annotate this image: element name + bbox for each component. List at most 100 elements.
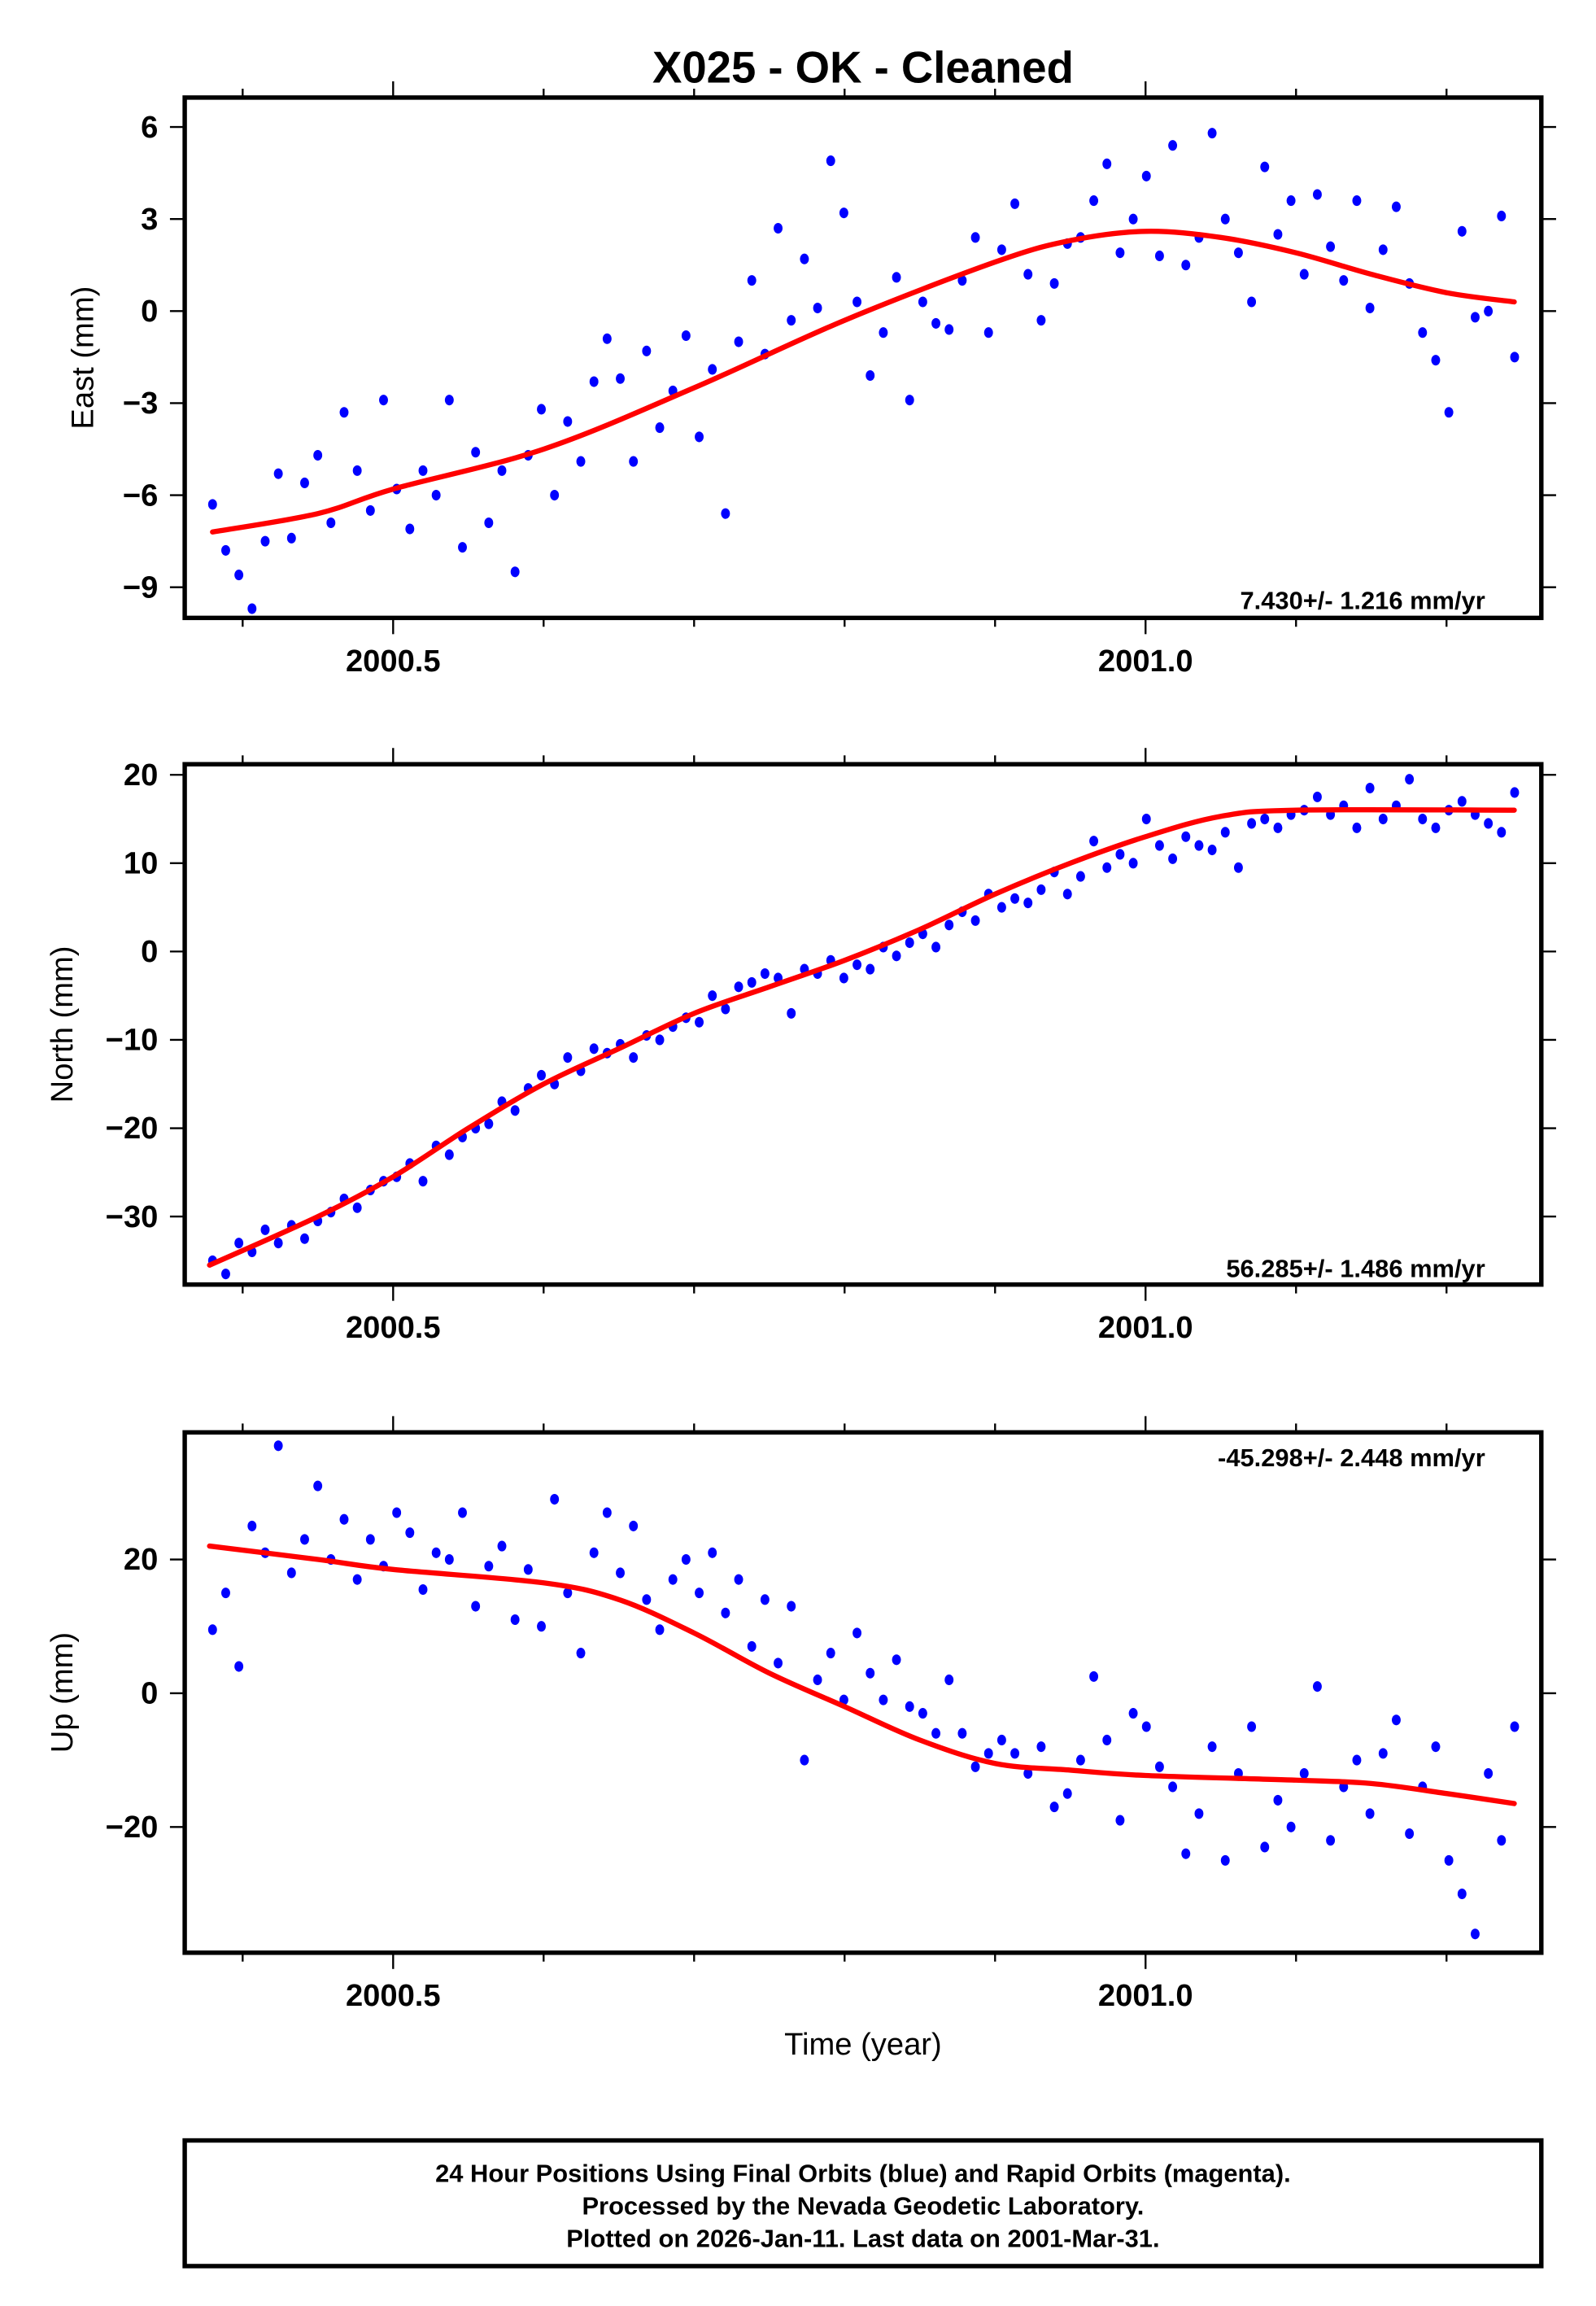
data-point: [944, 1674, 954, 1686]
data-point: [1326, 241, 1336, 252]
data-point: [1260, 813, 1270, 825]
x-tick-label: 2001.0: [1098, 1978, 1193, 2013]
data-point: [1497, 827, 1507, 838]
data-point: [1392, 201, 1401, 212]
data-point: [234, 1238, 244, 1249]
trend-line: [210, 229, 1517, 535]
data-point: [1312, 791, 1322, 802]
data-point: [892, 1654, 901, 1666]
data-point: [1194, 1808, 1204, 1819]
data-point: [510, 1614, 520, 1626]
data-point: [1233, 247, 1243, 259]
data-point: [866, 963, 875, 975]
data-point: [760, 967, 770, 980]
data-point: [905, 1701, 914, 1712]
rate-label-up: -45.298+/- 2.448 mm/yr: [1218, 1443, 1485, 1472]
data-point: [813, 303, 822, 314]
plot-frame: [182, 1430, 1544, 1955]
data-point: [260, 535, 270, 547]
data-point: [708, 1547, 717, 1558]
data-point: [774, 222, 783, 234]
data-point: [1115, 1815, 1125, 1826]
data-point: [629, 1520, 639, 1531]
data-point: [1352, 195, 1362, 207]
data-point: [1431, 822, 1441, 833]
data-point: [1484, 818, 1494, 829]
data-point: [1378, 1748, 1388, 1759]
data-point: [1392, 1714, 1401, 1726]
data-point: [866, 1667, 875, 1679]
data-point: [458, 1507, 467, 1518]
data-point: [905, 937, 914, 949]
data-point: [905, 395, 914, 406]
data-point: [1181, 1848, 1191, 1859]
data-point: [1075, 871, 1085, 882]
data-point: [1089, 1671, 1099, 1682]
data-point: [221, 544, 230, 556]
data-point: [1510, 352, 1520, 363]
x-axis-label: Time (year): [784, 2027, 942, 2062]
data-point: [629, 456, 639, 467]
data-point: [1405, 774, 1415, 785]
y-tick-label: −20: [106, 1810, 159, 1845]
data-point: [379, 395, 388, 406]
data-point: [1049, 277, 1059, 289]
data-point: [392, 1507, 402, 1518]
data-point: [1312, 189, 1322, 200]
data-point: [970, 1761, 980, 1772]
data-point: [1141, 1721, 1151, 1732]
data-point: [563, 416, 573, 427]
data-point: [1273, 822, 1283, 833]
data-point: [1168, 1781, 1178, 1793]
y-tick-label: 0: [141, 934, 158, 969]
data-point: [1036, 315, 1046, 326]
data-point: [642, 345, 652, 356]
data-point: [866, 369, 875, 382]
data-point: [207, 1624, 217, 1636]
data-point: [1102, 1734, 1112, 1745]
data-point: [826, 1648, 835, 1659]
data-point: [813, 1674, 822, 1686]
data-point: [1365, 1808, 1375, 1819]
data-point: [944, 919, 954, 931]
data-point: [892, 950, 901, 962]
plot-area-up: 2000.5 2001.0 20 0 −20: [106, 1416, 1556, 2013]
data-point: [655, 1034, 665, 1046]
data-point: [313, 1480, 323, 1491]
data-point: [405, 523, 415, 535]
data-point: [484, 1561, 494, 1572]
x-tick-label: 2001.0: [1098, 1310, 1193, 1345]
data-point: [747, 275, 757, 286]
y-tick-label: 20: [124, 758, 158, 793]
data-point: [1378, 813, 1388, 825]
data-point: [1128, 858, 1138, 869]
data-point: [484, 1118, 494, 1129]
data-point: [1444, 1854, 1454, 1866]
data-point: [996, 902, 1006, 913]
data-point: [1154, 250, 1164, 261]
data-point: [695, 1016, 704, 1028]
data-point: [1207, 128, 1217, 139]
data-point: [537, 404, 546, 415]
data-point: [418, 1583, 428, 1596]
data-point: [787, 1601, 796, 1612]
data-point: [471, 1601, 481, 1612]
data-point: [616, 373, 625, 384]
data-point: [444, 1149, 454, 1160]
data-point: [431, 1547, 441, 1558]
data-point: [695, 1588, 704, 1599]
panel-up: 2000.5 2001.0 20 0 −20 Up (mm) -45.298+/- 2.…: [45, 1416, 1556, 2013]
data-point: [734, 1574, 743, 1585]
plot-frame: [182, 762, 1544, 1287]
data-point: [207, 499, 217, 510]
x-tick-label: 2000.5: [346, 1978, 441, 2013]
y-tick-label: 10: [124, 846, 158, 881]
data-point: [1510, 1721, 1520, 1732]
data-point: [747, 976, 757, 988]
data-point: [996, 244, 1006, 255]
data-point: [1510, 787, 1520, 798]
data-point: [286, 1567, 296, 1579]
data-point: [313, 449, 323, 461]
